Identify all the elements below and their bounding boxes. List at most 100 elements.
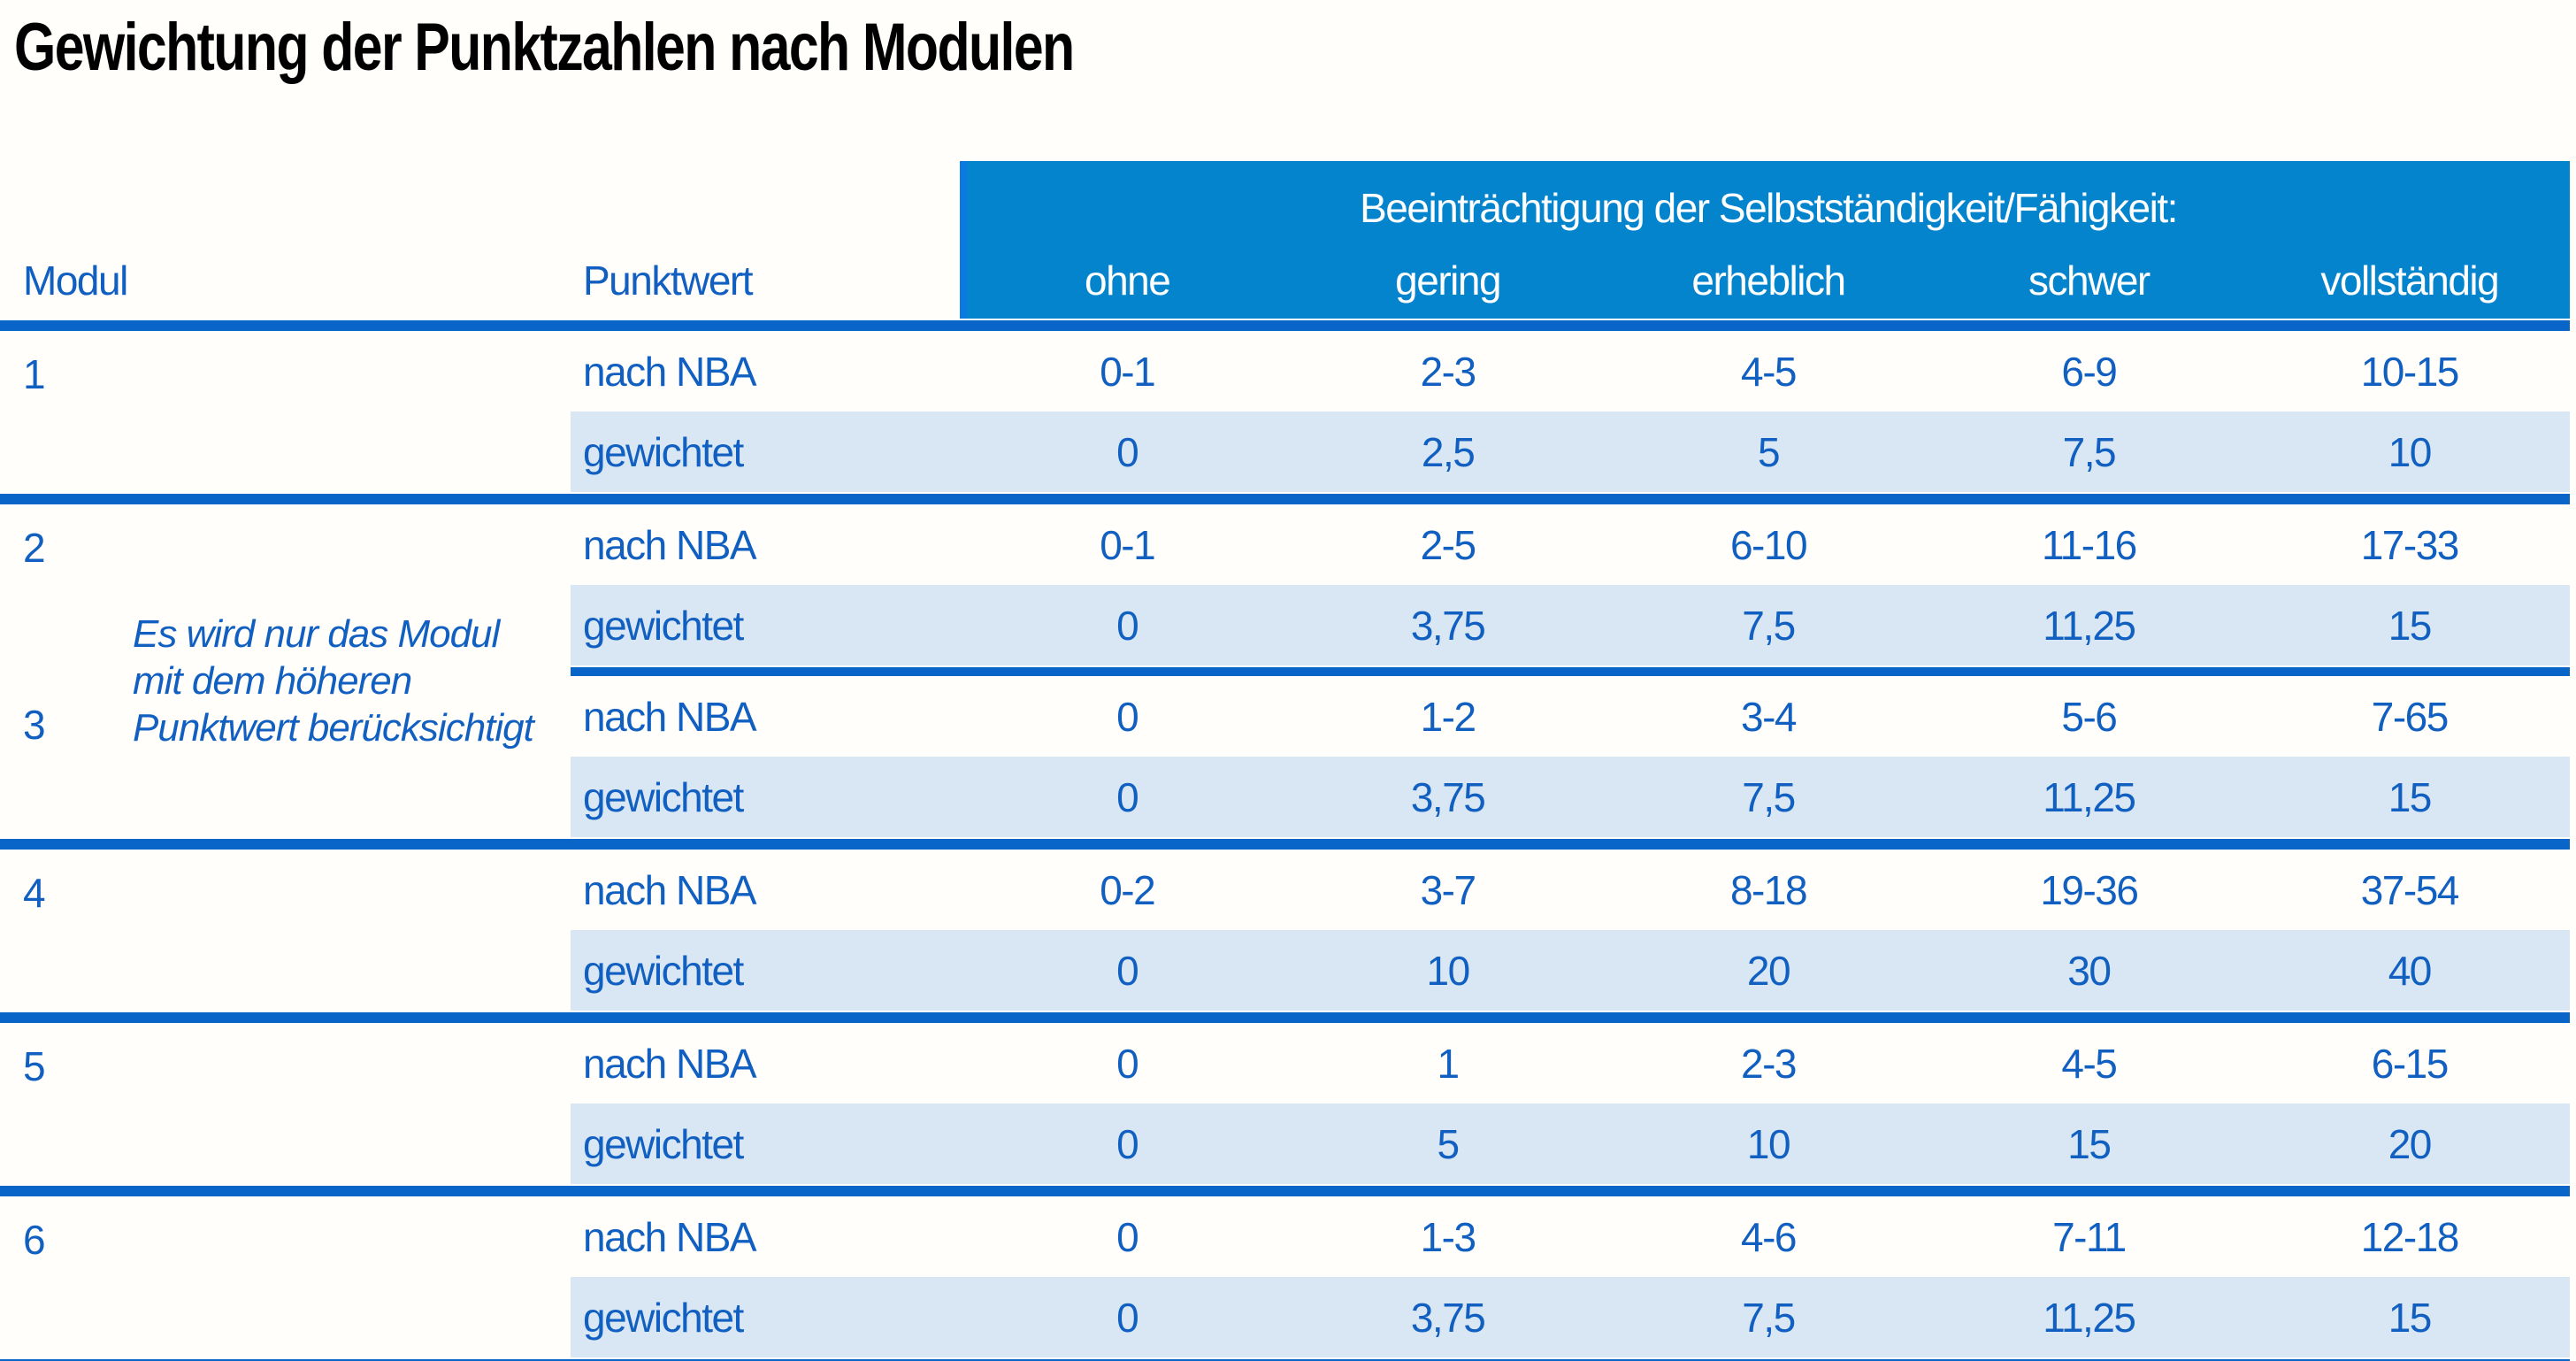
gewichtet-label: gewichtet <box>571 1103 967 1184</box>
score-cell: 6-10 <box>1729 521 1808 568</box>
nach-nba-label: nach NBA <box>583 1213 757 1260</box>
gewichtet-label: gewichtet <box>571 585 967 665</box>
score-cell: 3,75 <box>1287 1277 1608 1357</box>
score-cell: 1-2 <box>1420 693 1476 740</box>
score-cell: 7,5 <box>1928 411 2250 492</box>
impairment-header-band: Beeinträchtigung der Selbstständigkeit/F… <box>960 161 2570 319</box>
score-cell: 11-16 <box>2042 521 2137 568</box>
page-title: Gewichtung der Punktzahlen nach Modulen <box>14 10 1075 85</box>
gewichtet-label: gewichtet <box>571 411 967 492</box>
score-cell: 3-7 <box>1420 866 1476 913</box>
nach-nba-label: nach NBA <box>583 521 757 568</box>
gewichtet-label: gewichtet <box>571 1277 967 1357</box>
score-cell: 20 <box>2249 1103 2570 1184</box>
score-cell: 0 <box>1116 693 1139 740</box>
score-cell: 3,75 <box>1287 585 1608 665</box>
score-cell: 15 <box>1928 1103 2250 1184</box>
score-cell: 1-3 <box>1420 1213 1476 1260</box>
score-cell: 6-9 <box>2061 348 2117 395</box>
module-separator <box>0 494 2570 504</box>
score-cell: 7-11 <box>2052 1213 2127 1260</box>
score-cell: 3-4 <box>1741 693 1797 740</box>
score-cell: 15 <box>2249 757 2570 837</box>
score-cell: 10 <box>1607 1103 1929 1184</box>
severity-header-schwer: schwer <box>2028 258 2150 304</box>
severity-header-ohne: ohne <box>1085 258 1171 304</box>
score-cell: 0-1 <box>1100 521 1155 568</box>
score-cell: 7,5 <box>1607 757 1929 837</box>
score-cell: 0 <box>967 930 1288 1011</box>
score-cell: 2-5 <box>1420 521 1476 568</box>
module-number: 1 <box>23 351 46 397</box>
severity-header-gering: gering <box>1395 258 1501 304</box>
module-number: 6 <box>23 1217 46 1263</box>
module-number: 5 <box>23 1043 46 1089</box>
score-cell: 12-18 <box>2360 1213 2460 1260</box>
score-cell: 3,75 <box>1287 757 1608 837</box>
note-line-3: Punktwert berücksichtigt <box>133 706 534 750</box>
score-cell: 15 <box>2249 585 2570 665</box>
score-cell: 5-6 <box>2061 693 2117 740</box>
header-underline <box>0 320 2570 331</box>
score-cell: 8-18 <box>1729 866 1808 913</box>
module-separator <box>0 1012 2570 1023</box>
score-cell: 7-65 <box>2371 693 2450 740</box>
impairment-band-title: Beeinträchtigung der Selbstständigkeit/F… <box>1360 185 2178 231</box>
nach-nba-label: nach NBA <box>583 1040 757 1087</box>
module-number: 4 <box>23 870 46 916</box>
score-cell: 7,5 <box>1607 585 1929 665</box>
score-cell: 0 <box>967 585 1288 665</box>
module-separator <box>0 839 2570 850</box>
severity-header-vollstaendig: vollständig <box>2320 258 2499 304</box>
score-cell: 10 <box>2249 411 2570 492</box>
weighting-table: Modul Punktwert Beeinträchtigung der Sel… <box>0 161 2570 1361</box>
score-cell: 11,25 <box>1928 757 2250 837</box>
score-cell: 30 <box>1928 930 2250 1011</box>
score-cell: 0 <box>1116 1040 1139 1087</box>
score-cell: 0-2 <box>1100 866 1155 913</box>
score-cell: 4-5 <box>2061 1040 2117 1087</box>
score-cell: 11,25 <box>1928 1277 2250 1357</box>
nach-nba-label: nach NBA <box>583 348 757 395</box>
score-cell: 10 <box>1287 930 1608 1011</box>
nach-nba-label: nach NBA <box>583 693 757 740</box>
score-cell: 5 <box>1607 411 1929 492</box>
module-1-rows: 1 nach NBA 0-1 2-3 4-5 6-9 10-15 gewicht… <box>0 331 2570 492</box>
module-number: 3 <box>23 702 46 748</box>
score-cell: 2,5 <box>1287 411 1608 492</box>
score-cell: 4-5 <box>1741 348 1797 395</box>
score-cell: 11,25 <box>1928 585 2250 665</box>
document-page: Gewichtung der Punktzahlen nach Modulen … <box>0 9 2576 1361</box>
module-2-3-rows: 2 Es wird nur das Modul mit dem höheren … <box>0 504 2570 837</box>
score-cell: 2-3 <box>1420 348 1476 395</box>
note-line-1: Es wird nur das Modul <box>133 612 500 656</box>
score-cell: 6-15 <box>2371 1040 2450 1087</box>
score-cell: 1 <box>1437 1040 1460 1087</box>
score-cell: 0 <box>967 1103 1288 1184</box>
punktwert-column-header: Punktwert <box>583 258 754 304</box>
severity-header-erheblich: erheblich <box>1691 258 1846 304</box>
score-cell: 10-15 <box>2360 348 2460 395</box>
score-cell: 37-54 <box>2360 866 2460 913</box>
score-cell: 19-36 <box>2040 866 2139 913</box>
score-cell: 20 <box>1607 930 1929 1011</box>
module-separator <box>0 1186 2570 1196</box>
severity-header-row: ohne gering erheblich schwer vollständig <box>967 257 2570 319</box>
note-line-2: mit dem höheren <box>133 659 412 703</box>
table-header: Modul Punktwert Beeinträchtigung der Sel… <box>0 161 2570 319</box>
score-cell: 0-1 <box>1100 348 1155 395</box>
score-cell: 0 <box>1116 1213 1139 1260</box>
module-2-3-number-cell: 2 Es wird nur das Modul mit dem höheren … <box>0 504 571 837</box>
module-number: 2 <box>23 525 46 571</box>
score-cell: 5 <box>1287 1103 1608 1184</box>
score-cell: 0 <box>967 757 1288 837</box>
module-6-rows: 6 nach NBA 0 1-3 4-6 7-11 12-18 gewichte… <box>0 1196 2570 1357</box>
modul-column-header: Modul <box>23 258 128 304</box>
score-cell: 15 <box>2249 1277 2570 1357</box>
score-cell: 40 <box>2249 930 2570 1011</box>
score-cell: 17-33 <box>2360 521 2460 568</box>
module-4-rows: 4 nach NBA 0-2 3-7 8-18 19-36 37-54 gewi… <box>0 850 2570 1011</box>
score-cell: 0 <box>967 411 1288 492</box>
table-bottom-rule <box>0 1359 2570 1361</box>
gewichtet-label: gewichtet <box>571 757 967 837</box>
